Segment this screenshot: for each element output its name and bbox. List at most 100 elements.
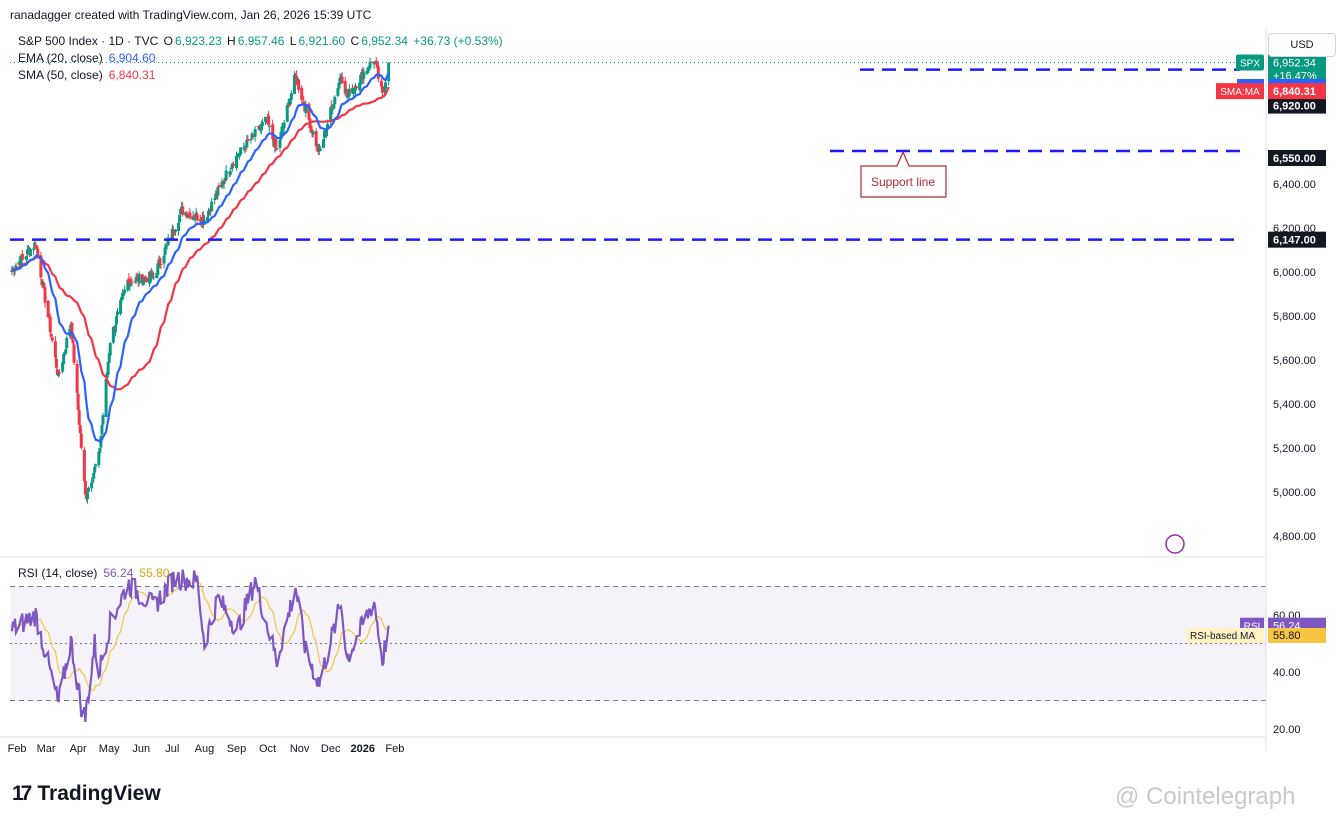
- candle-body: [243, 147, 247, 150]
- candle-body: [108, 343, 112, 356]
- candle-body: [367, 68, 371, 70]
- candle-body: [135, 276, 139, 278]
- candle-body: [188, 212, 192, 219]
- candle-body: [115, 311, 119, 315]
- rsi-band: [10, 586, 1266, 701]
- candle-body: [105, 372, 109, 378]
- candle-body: [384, 82, 388, 89]
- candle-body: [178, 214, 182, 223]
- price-tick-label: 5,000.00: [1273, 487, 1316, 499]
- candle-body: [251, 134, 255, 136]
- candle-body: [173, 229, 177, 232]
- candle-body: [186, 215, 190, 217]
- candle-body: [78, 425, 82, 434]
- candle-body: [133, 280, 137, 282]
- time-tick-label: Feb: [385, 743, 404, 755]
- time-tick-label: Oct: [259, 743, 276, 755]
- candle-body: [25, 249, 29, 255]
- candle-body: [238, 152, 242, 157]
- candle-body: [343, 80, 347, 94]
- candle-body: [162, 255, 166, 264]
- price-tick-label: 6,400.00: [1273, 179, 1316, 191]
- rsi-ma-tag-label: RSI-based MA: [1190, 631, 1255, 642]
- candle-body: [275, 147, 279, 150]
- candle-body: [48, 316, 52, 333]
- candle-body: [91, 480, 95, 482]
- time-tick-label: 2026: [351, 743, 375, 755]
- candle-body: [376, 66, 380, 79]
- time-tick-label: Dec: [321, 743, 341, 755]
- candle-body: [151, 273, 155, 276]
- candle-body: [326, 123, 330, 128]
- rsi-ma-tag: [1186, 627, 1264, 643]
- candle-body: [239, 147, 243, 155]
- candle-body: [282, 122, 286, 129]
- sma50-line: [11, 86, 390, 391]
- candle-body: [322, 130, 326, 138]
- candle-body: [195, 214, 199, 221]
- candle-body: [155, 273, 159, 278]
- time-axis: Feb Mar Apr May Jun Jul Aug Sep Oct Nov Dec 2026 Feb: [0, 736, 1266, 755]
- candle-body: [332, 104, 336, 108]
- candle-body: [230, 164, 234, 169]
- tradingview-logo: 17 TradingView: [12, 782, 161, 805]
- time-tick-label: Apr: [70, 743, 87, 755]
- rsi-tick-label: 20.00: [1273, 724, 1301, 736]
- candle-body: [85, 493, 89, 500]
- price-badge: [1268, 231, 1326, 248]
- candle-body: [214, 193, 218, 199]
- candle-body: [163, 247, 167, 255]
- candle-body: [39, 255, 43, 278]
- candle-body: [337, 82, 341, 87]
- candle-body: [286, 102, 290, 105]
- candle-body: [111, 327, 115, 343]
- price-scale: 6,400.006,200.006,000.005,800.005,600.00…: [1216, 28, 1326, 752]
- candle-body: [123, 289, 127, 293]
- candle-body: [294, 73, 297, 75]
- candle-body: [82, 449, 86, 482]
- indicator-tag: [1216, 83, 1264, 100]
- rsi-legend: RSI (14, close) 56.24 55.80: [18, 566, 169, 580]
- price-badge-text: 6,920.00: [1273, 101, 1316, 113]
- time-tick-label: Nov: [290, 743, 310, 755]
- candle-body: [289, 93, 293, 100]
- candle-body: [374, 60, 378, 64]
- candle-body: [152, 276, 156, 278]
- candle-body: [179, 209, 183, 215]
- chart-header: ranadagger created with TradingView.com,…: [10, 8, 372, 22]
- candle-body: [76, 394, 80, 410]
- open-value: 6,923.23: [174, 34, 222, 48]
- candle-body: [122, 292, 126, 296]
- candle-body: [235, 155, 239, 168]
- candle-body: [302, 101, 306, 106]
- candle-body: [32, 248, 36, 250]
- tv-mark-icon: 17: [12, 782, 32, 805]
- candle-body: [318, 148, 322, 151]
- candle-body: [130, 282, 134, 284]
- candle-body: [231, 163, 235, 166]
- rsi-line: [10, 569, 390, 723]
- candle-body: [21, 257, 25, 259]
- candle-body: [137, 273, 141, 284]
- candle-body: [94, 464, 98, 467]
- candle-body: [369, 61, 373, 64]
- candle-body: [271, 124, 275, 140]
- candle-body: [311, 131, 315, 135]
- candle-body: [46, 300, 50, 318]
- candle-body: [210, 201, 214, 211]
- candle-body: [279, 131, 283, 140]
- candle-body: [217, 185, 221, 188]
- candle-body: [358, 82, 362, 90]
- currency-selector[interactable]: USD: [1268, 33, 1336, 57]
- candle-body: [292, 74, 296, 94]
- candle-body: [201, 214, 205, 224]
- candle-body: [191, 216, 195, 220]
- candle-body: [375, 63, 379, 68]
- rsi-ma-line: [11, 580, 389, 692]
- high-value: 6,957.46: [237, 34, 285, 48]
- candle-body: [158, 258, 162, 265]
- candle-body: [314, 131, 318, 147]
- price-badge: [1268, 150, 1326, 166]
